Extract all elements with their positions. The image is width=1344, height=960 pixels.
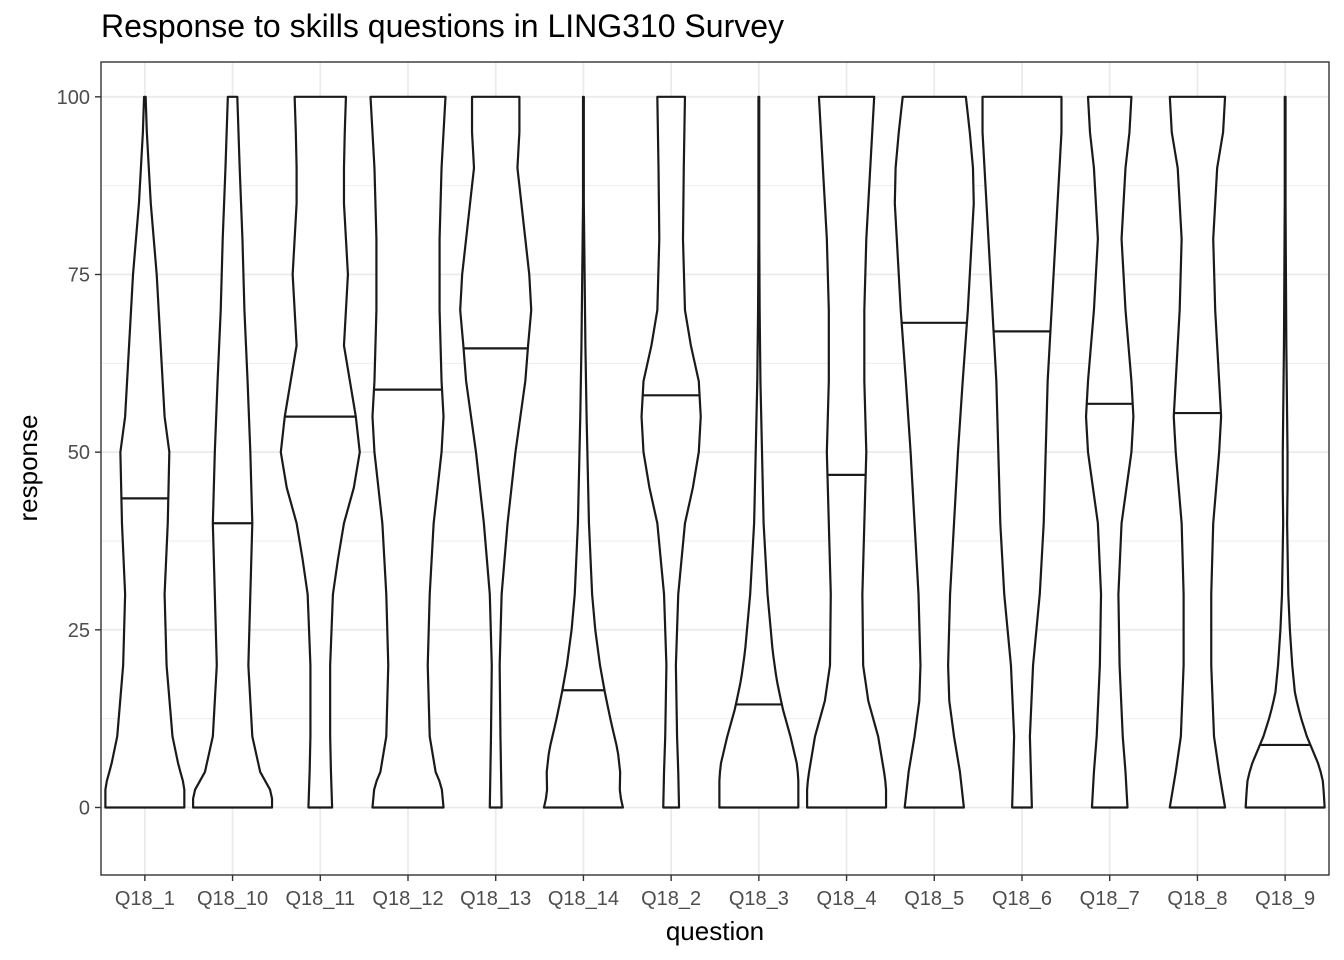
x-tick-label: Q18_1 [115, 888, 175, 910]
violin-Q18_12 [369, 95, 447, 809]
x-tick-label: Q18_6 [992, 888, 1052, 910]
violin-Q18_3 [718, 95, 800, 809]
x-tick-label: Q18_14 [548, 888, 619, 910]
x-tick-label: Q18_8 [1167, 888, 1227, 910]
violin-series [104, 95, 1326, 809]
violin-Q18_13 [459, 95, 533, 809]
x-tick-label: Q18_11 [285, 888, 355, 910]
violin-Q18_2 [640, 95, 702, 809]
y-axis: 0 25 50 75 100 [57, 87, 101, 819]
y-tick-label: 0 [79, 797, 90, 819]
x-tick-label: Q18_10 [197, 888, 268, 910]
x-axis-title: question [666, 916, 764, 946]
x-tick-label: Q18_3 [729, 888, 789, 910]
violin-Q18_11 [279, 95, 361, 809]
violin-Q18_7 [1084, 95, 1135, 809]
x-tick-label: Q18_7 [1080, 888, 1140, 910]
x-tick-label: Q18_2 [641, 888, 701, 910]
y-axis-title: response [13, 415, 43, 522]
x-tick-label: Q18_5 [904, 888, 964, 910]
violin-Q18_1 [104, 95, 186, 809]
chart-title: Response to skills questions in LING310 … [101, 8, 785, 44]
x-tick-label: Q18_4 [817, 888, 877, 910]
plot-panel-border [100, 61, 1330, 876]
x-tick-label: Q18_9 [1255, 888, 1315, 910]
violin-Q18_4 [806, 95, 888, 809]
y-tick-label: 50 [68, 442, 90, 464]
violin-Q18_8 [1168, 95, 1227, 809]
x-tick-label: Q18_12 [372, 888, 443, 910]
violin-Q18_14 [542, 95, 624, 809]
y-tick-label: 25 [68, 620, 90, 642]
violin-Q18_5 [893, 95, 975, 809]
violin-Q18_9 [1244, 95, 1326, 809]
x-axis: Q18_1 Q18_10 Q18_11 Q18_12 Q18_13 Q18_14 Q18_2… [115, 875, 1315, 910]
violin-Q18_10 [192, 95, 274, 809]
y-tick-label: 100 [57, 87, 90, 109]
violin-Q18_6 [981, 95, 1063, 809]
y-tick-label: 75 [68, 264, 90, 286]
x-tick-label: Q18_13 [460, 888, 531, 910]
